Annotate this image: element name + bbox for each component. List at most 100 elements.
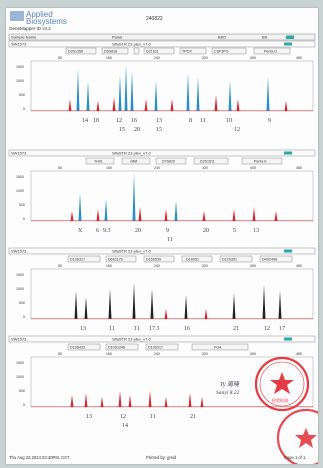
- marker-label: FGA: [214, 346, 222, 350]
- x-axis-ticks: 80 160 240 320 400 480: [58, 264, 302, 268]
- report-id: 240822: [146, 16, 163, 22]
- electropherogram-peak: [128, 395, 132, 407]
- electropherogram-peak: [170, 99, 174, 111]
- marker-label: D2S1511: [200, 160, 215, 164]
- electropherogram-peak: [186, 73, 190, 111]
- y-axis-ticks: 1500 1000 500 0: [16, 65, 25, 111]
- page-number: Page 1 of 1: [284, 455, 306, 460]
- marker-row: D13S317 D6S1179 D16S539 D18S51 D12S391 D…: [67, 255, 293, 263]
- allele-call: 8: [189, 118, 192, 124]
- marker-label: Penta E: [254, 160, 267, 164]
- allele-call: 15: [156, 127, 162, 133]
- x-tick: 80: [58, 166, 62, 170]
- marker-label: D10S1248: [108, 346, 125, 350]
- marker-row: D3S1358 D5S818 D21S11 TPOX CSF1PO Penta …: [65, 47, 291, 55]
- marker-label: D21S11: [146, 50, 159, 54]
- x-tick: 240: [154, 264, 160, 268]
- y-axis-ticks: 1500 1000 500 0: [16, 361, 25, 407]
- electropherogram-peak: [274, 211, 278, 221]
- official-seal-2: [276, 408, 318, 464]
- allele-call: 18: [93, 118, 99, 124]
- electropherogram-peak: [164, 309, 168, 319]
- marker-label: CSF1PO: [214, 50, 229, 54]
- sample-label: SW1573: [11, 42, 27, 47]
- allele-call: 9.3: [103, 228, 111, 234]
- y-axis-ticks: 1500 1000 500 0: [16, 273, 25, 319]
- x-tick: 240: [154, 166, 160, 170]
- x-tick: 320: [202, 166, 208, 170]
- electropherogram-peak: [236, 99, 240, 111]
- allele-call: 11: [200, 118, 206, 124]
- allele-call: 13: [80, 326, 86, 332]
- sample-label: SW1573: [11, 337, 27, 342]
- panel-name: SifaSTR 23 plex_v7.0: [112, 42, 151, 47]
- allele-call: 12: [264, 326, 270, 332]
- electropherogram-peak: [108, 289, 112, 319]
- header-table: Sample Name Panel BSD BS: [8, 33, 316, 41]
- x-tick: 480: [296, 264, 302, 268]
- col-bsd: BSD: [218, 35, 226, 40]
- report-sheet: Applied Biosystems GeneMapper ID v3.2 24…: [6, 8, 318, 464]
- official-seal-1: 检验检测: [254, 356, 310, 412]
- signature-line-1: Ty 周晓: [220, 380, 240, 388]
- y-tick: 1000: [16, 79, 24, 83]
- electropherogram-peak: [104, 199, 108, 221]
- y-tick: 1500: [16, 361, 24, 365]
- electropherogram-peak: [84, 297, 88, 319]
- electropherogram-peak: [154, 81, 158, 111]
- allele-call: 6: [96, 228, 99, 234]
- electropherogram-peak: [232, 293, 236, 319]
- electropherogram-peak: [188, 393, 192, 407]
- allele-call: 20: [135, 228, 141, 234]
- y-tick: 500: [19, 93, 25, 97]
- allele-call: 14: [122, 423, 128, 429]
- x-tick: 80: [58, 56, 62, 60]
- electropherogram-peak: [252, 207, 256, 221]
- sample-label: SW1573: [11, 151, 27, 156]
- marker-label: D13S317: [70, 258, 85, 262]
- electropherogram-peak: [112, 97, 116, 111]
- marker-label: vWA: [130, 160, 138, 164]
- allele-call: 21: [190, 414, 196, 420]
- electropherogram-peak: [202, 211, 206, 221]
- allele-call: 17: [279, 326, 285, 332]
- marker-label: D4S2408: [262, 258, 277, 262]
- marker-label: TPOX: [182, 50, 192, 54]
- electropherogram-peak: [96, 209, 100, 221]
- y-tick: 0: [23, 107, 25, 111]
- electropherogram-peak: [86, 81, 90, 111]
- print-timestamp: Thu Aug 22,2024 03:40PM, CST: [9, 455, 70, 460]
- y-tick: 1500: [16, 175, 24, 179]
- x-tick: 320: [202, 264, 208, 268]
- marker-label: D5S818: [104, 50, 117, 54]
- printed-by: Printed by: gmid: [146, 455, 177, 460]
- brand-logo: Applied Biosystems: [10, 10, 67, 26]
- electropherogram-peak: [232, 209, 236, 221]
- electropherogram-peak: [68, 99, 72, 111]
- allele-call: 14: [82, 118, 88, 124]
- y-tick: 0: [23, 315, 25, 319]
- electropherogram-peak: [138, 207, 142, 221]
- col-panel: Panel: [112, 35, 122, 40]
- electropherogram-panel-3: SW1573 SifaSTR 23 plex_v7.0 D13S317 D6S1…: [8, 247, 316, 332]
- marker-label: D3S1358: [68, 50, 83, 54]
- allele-call: 15: [119, 127, 125, 133]
- x-tick: 400: [250, 264, 256, 268]
- electropherogram-peak: [144, 99, 148, 111]
- electropherogram-peak: [228, 81, 232, 111]
- peaks: [31, 65, 313, 111]
- electropherogram-peak: [164, 209, 168, 221]
- marker-row: D19S433 D10S1248 D13S317 FGA: [67, 343, 249, 351]
- allele-call: 17.3: [149, 326, 160, 332]
- marker-row: TH01 vWA D7S820 D2S1511 Penta E: [85, 157, 283, 165]
- marker-label: TH01: [94, 160, 103, 164]
- electropherogram-peak: [196, 77, 200, 111]
- electropherogram-peak: [164, 397, 168, 407]
- x-axis-ticks: 80 160 240 320 400 480: [58, 352, 302, 356]
- allele-call: 12: [234, 127, 240, 133]
- allele-call: 11: [109, 326, 115, 332]
- brand-line2: Biosystems: [26, 17, 67, 26]
- marker-label: D13S317: [148, 346, 163, 350]
- x-tick: 240: [154, 56, 160, 60]
- allele-call: 10: [226, 118, 232, 124]
